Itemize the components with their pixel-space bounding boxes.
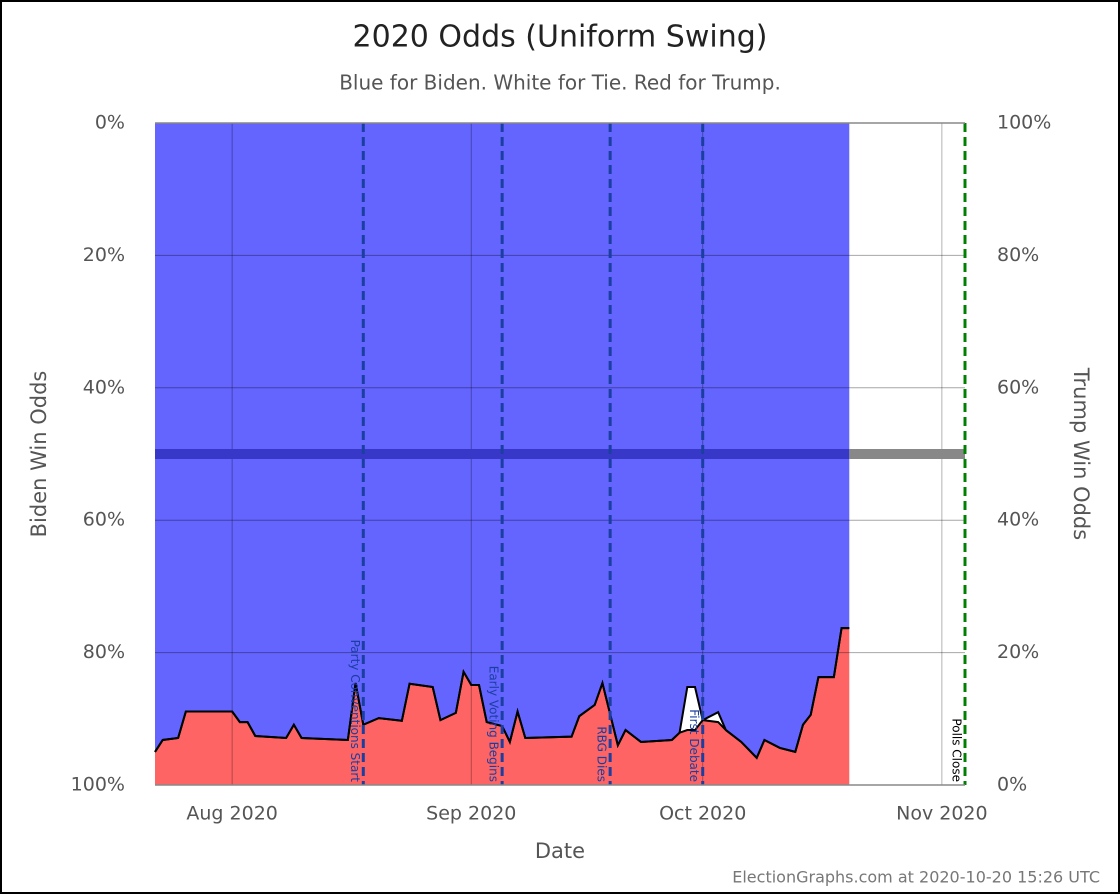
series-line	[154, 627, 850, 760]
y-tick-label: 100%	[71, 774, 125, 796]
chart-subtitle: Blue for Biden. White for Tie. Red for T…	[339, 71, 781, 95]
event-label: RBG Dies	[595, 726, 609, 782]
y-tick-label: 40%	[83, 376, 125, 398]
area-fill	[155, 628, 850, 785]
y-tick-label: 20%	[83, 244, 125, 266]
y-tick-label: 60%	[83, 509, 125, 531]
x-tick-label: Sep 2020	[426, 803, 516, 825]
x-tick-label: Aug 2020	[186, 803, 278, 825]
y2-tick-label: 60%	[997, 376, 1039, 398]
y-axis-title: Biden Win Odds	[27, 371, 51, 538]
y2-axis-title: Trump Win Odds	[1069, 367, 1093, 540]
area-fill	[155, 123, 850, 758]
x-tick-label: Nov 2020	[896, 803, 987, 825]
y2-tick-label: 100%	[997, 112, 1051, 134]
y2-tick-label: 0%	[997, 774, 1027, 796]
event-label: First Debate	[687, 709, 701, 782]
y2-tick-label: 40%	[997, 509, 1039, 531]
chart-title: 2020 Odds (Uniform Swing)	[353, 20, 768, 55]
y2-tick-label: 80%	[997, 244, 1039, 266]
y-tick-label: 80%	[83, 641, 125, 663]
x-tick-label: Oct 2020	[659, 803, 746, 825]
event-label: Party Conventions Start	[348, 640, 362, 783]
event-label: Polls Close	[950, 718, 964, 782]
event-label: Early Voting Begins	[487, 666, 501, 782]
y2-tick-label: 20%	[997, 641, 1039, 663]
footer: ElectionGraphs.com at 2020-10-20 15:26 U…	[732, 868, 1100, 887]
x-axis-title: Date	[535, 839, 585, 863]
y-tick-label: 0%	[95, 112, 125, 134]
